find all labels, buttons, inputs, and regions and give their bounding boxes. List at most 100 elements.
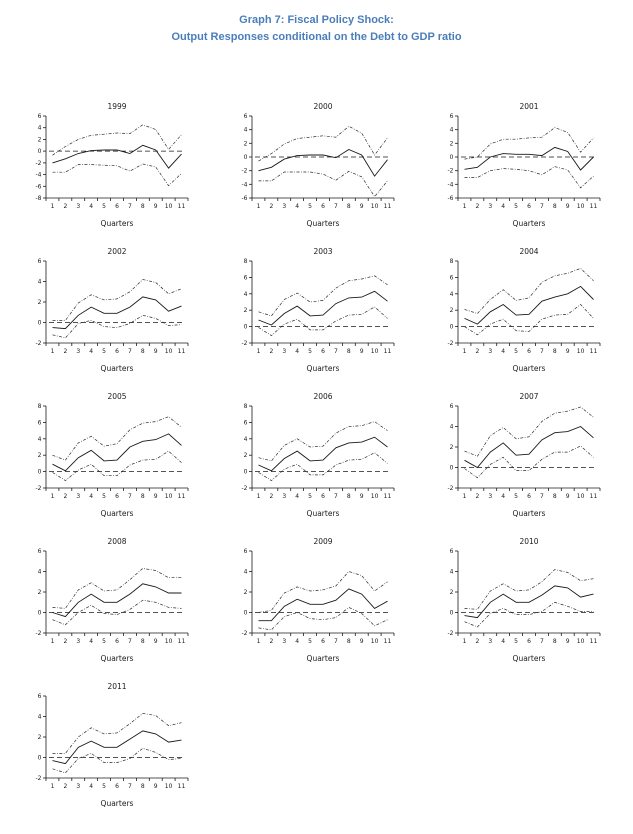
chart-2006: 2006 8 6 4 2 0 -2 1 2 3 4 5 6 7 8 9 10 11 Quarters — [232, 390, 402, 522]
series-response — [258, 290, 388, 326]
x-tick-label: 3 — [282, 638, 286, 645]
y-tick-label: 6 — [38, 419, 42, 426]
series-upper_band — [52, 279, 182, 321]
x-tick-label: 10 — [371, 493, 379, 500]
chart-title: 2010 — [519, 537, 538, 546]
x-tick-label: 7 — [128, 638, 132, 645]
y-tick-label: 6 — [38, 113, 42, 120]
x-tick-label: 3 — [488, 203, 492, 210]
chart-title: 2001 — [519, 102, 538, 111]
y-tick-label: 4 — [38, 125, 42, 132]
chart-title: 2003 — [313, 247, 332, 256]
chart-2009: 2009 6 4 2 0 -2 1 2 3 4 5 6 7 8 9 10 11 Quarters — [232, 535, 402, 667]
x-tick-label: 8 — [347, 638, 351, 645]
y-tick-label: 4 — [450, 569, 454, 576]
x-tick-label: 3 — [488, 638, 492, 645]
y-tick-label: 2 — [450, 307, 454, 314]
x-tick-label: 6 — [115, 638, 119, 645]
y-tick-label: -2 — [36, 160, 42, 167]
chart-2010: 2010 6 4 2 0 -2 1 2 3 4 5 6 7 8 9 10 11 Quarters — [438, 535, 608, 667]
x-tick-label: 9 — [154, 638, 158, 645]
chart-plot: 2003 8 6 4 2 0 -2 1 2 3 4 5 6 7 8 9 10 11 Quarters — [242, 247, 395, 373]
x-axis-label: Quarters — [307, 509, 340, 518]
x-tick-label: 7 — [128, 203, 132, 210]
y-tick-label: 0 — [450, 610, 454, 617]
x-tick-label: 4 — [295, 203, 299, 210]
x-tick-label: 10 — [165, 638, 173, 645]
series-lower_band — [464, 166, 594, 189]
x-tick-label: 2 — [269, 493, 273, 500]
series-upper_band — [52, 713, 182, 754]
x-tick-label: 9 — [154, 348, 158, 355]
x-axis-label: Quarters — [513, 654, 546, 663]
x-tick-label: 7 — [540, 348, 544, 355]
x-tick-label: 1 — [51, 638, 55, 645]
chart-title: 2004 — [519, 247, 538, 256]
chart-2000: 2000 6 4 2 0 -2 -4 -6 1 2 3 4 5 6 7 8 9 10 11 Quarters — [232, 100, 402, 232]
x-tick-label: 5 — [308, 203, 312, 210]
x-tick-label: 2 — [63, 203, 67, 210]
x-axis-label: Quarters — [513, 219, 546, 228]
x-tick-label: 3 — [76, 638, 80, 645]
x-tick-label: 8 — [553, 638, 557, 645]
x-tick-label: 3 — [282, 348, 286, 355]
x-tick-label: 1 — [463, 638, 467, 645]
chart-plot: 1999 6 4 2 0 -2 -4 -6 -8 1 2 3 4 5 6 7 8 9 10 11 Quarters — [36, 102, 189, 228]
x-tick-label: 5 — [102, 493, 106, 500]
y-tick-label: 8 — [244, 403, 248, 410]
series-upper_band — [464, 127, 594, 160]
x-tick-label: 9 — [566, 203, 570, 210]
y-tick-label: 4 — [38, 436, 42, 443]
series-upper_band — [52, 568, 182, 609]
x-tick-label: 6 — [115, 493, 119, 500]
series-upper_band — [464, 569, 594, 610]
chart-plot: 2007 6 4 2 0 -2 1 2 3 4 5 6 7 8 9 10 11 Quarters — [448, 392, 601, 518]
x-tick-label: 1 — [257, 348, 261, 355]
series-response — [258, 148, 388, 177]
series-lower_band — [464, 304, 594, 336]
y-tick-label: 6 — [450, 548, 454, 555]
x-tick-label: 6 — [115, 348, 119, 355]
x-tick-label: 2 — [63, 783, 67, 790]
y-tick-label: 4 — [244, 291, 248, 298]
x-tick-label: 6 — [321, 493, 325, 500]
x-tick-label: 10 — [577, 638, 585, 645]
x-tick-label: 3 — [76, 493, 80, 500]
x-tick-label: 11 — [178, 493, 186, 500]
x-tick-label: 8 — [141, 783, 145, 790]
x-tick-label: 7 — [334, 638, 338, 645]
y-tick-label: 0 — [244, 610, 248, 617]
series-upper_band — [52, 416, 182, 461]
x-tick-label: 6 — [527, 348, 531, 355]
y-tick-label: 6 — [450, 274, 454, 281]
y-tick-label: -8 — [36, 195, 42, 202]
x-tick-label: 5 — [102, 783, 106, 790]
series-response — [258, 588, 388, 622]
chart-2007: 2007 6 4 2 0 -2 1 2 3 4 5 6 7 8 9 10 11 Quarters — [438, 390, 608, 522]
x-tick-label: 4 — [89, 638, 93, 645]
x-tick-label: 2 — [63, 638, 67, 645]
series-response — [52, 144, 182, 169]
chart-2008: 2008 6 4 2 0 -2 1 2 3 4 5 6 7 8 9 10 11 Quarters — [26, 535, 196, 667]
series-upper_band — [52, 124, 182, 156]
x-tick-label: 11 — [384, 493, 392, 500]
series-response — [52, 296, 182, 330]
x-tick-label: 6 — [527, 638, 531, 645]
x-tick-label: 8 — [347, 203, 351, 210]
chart-2001: 2001 6 4 2 0 -2 -4 -6 1 2 3 4 5 6 7 8 9 10 11 Quarters — [438, 100, 608, 232]
x-tick-label: 5 — [514, 203, 518, 210]
x-tick-label: 1 — [51, 783, 55, 790]
x-tick-label: 5 — [514, 493, 518, 500]
y-tick-label: 4 — [450, 127, 454, 134]
y-tick-label: -6 — [36, 183, 42, 190]
x-tick-label: 7 — [540, 203, 544, 210]
y-tick-label: 0 — [38, 320, 42, 327]
chart-plot: 2010 6 4 2 0 -2 1 2 3 4 5 6 7 8 9 10 11 Quarters — [448, 537, 601, 663]
x-tick-label: 2 — [269, 638, 273, 645]
x-tick-label: 9 — [154, 203, 158, 210]
series-lower_band — [464, 601, 594, 628]
y-tick-label: 4 — [450, 424, 454, 431]
y-tick-label: 0 — [450, 154, 454, 161]
x-axis-label: Quarters — [307, 219, 340, 228]
chart-plot: 2005 8 6 4 2 0 -2 1 2 3 4 5 6 7 8 9 10 11 Quarters — [36, 392, 189, 518]
